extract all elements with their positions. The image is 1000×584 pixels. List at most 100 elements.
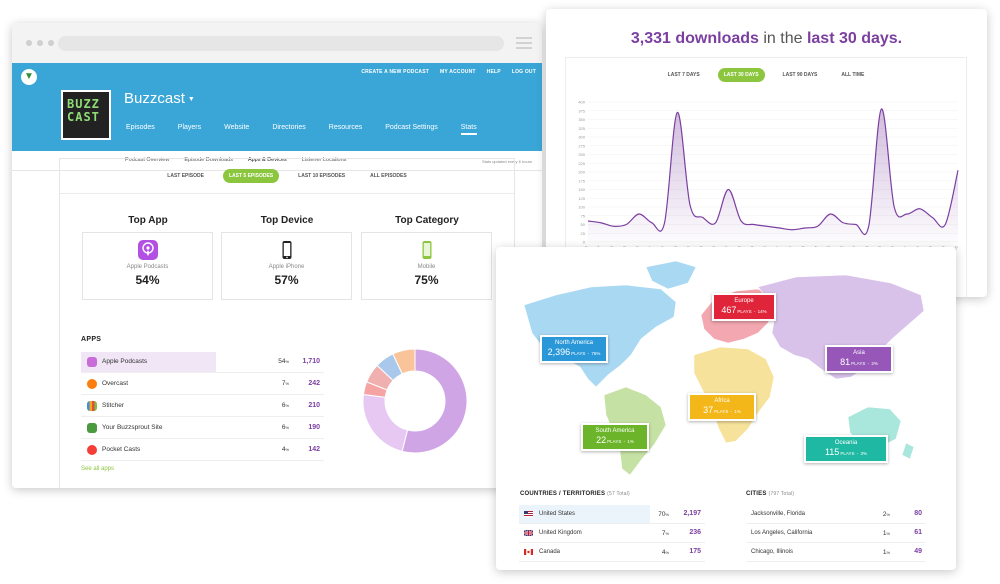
country-row[interactable]: United Kingdom 7% 236 bbox=[519, 524, 705, 543]
region-badge-oceania[interactable]: Oceania 115PLAYS - 3% bbox=[804, 435, 888, 463]
city-name: Los Angeles, California bbox=[751, 530, 813, 536]
top-category-card: Mobile 75% bbox=[361, 232, 492, 300]
region-badge-africa[interactable]: Africa 37PLAYS - 1% bbox=[688, 393, 756, 421]
city-pct: 2% bbox=[882, 511, 890, 518]
city-count: 80 bbox=[914, 510, 922, 517]
y-tick-label: 50 bbox=[581, 222, 586, 227]
y-tick-label: 375 bbox=[578, 108, 585, 113]
map-region-greenland[interactable] bbox=[645, 260, 697, 290]
app-row[interactable]: Your Buzzsprout Site 6% 190 bbox=[81, 418, 324, 439]
city-name: Jacksonville, Florida bbox=[751, 511, 806, 517]
app-pct: 6% bbox=[281, 424, 289, 431]
app-pct: 6% bbox=[281, 402, 289, 409]
tab-last-7-days[interactable]: LAST 7 DAYS bbox=[667, 72, 700, 78]
country-name: United States bbox=[539, 511, 576, 517]
y-tick-label: 200 bbox=[578, 170, 585, 175]
region-badge-south-america[interactable]: South America 22PLAYS - 1% bbox=[581, 423, 649, 451]
app-count: 242 bbox=[308, 380, 320, 387]
country-row[interactable]: United States 70% 2,197 bbox=[519, 505, 705, 524]
y-tick-label: 75 bbox=[581, 213, 586, 218]
tab-players[interactable]: Players bbox=[177, 124, 202, 131]
top-app-card: Apple Podcasts 54% bbox=[82, 232, 213, 300]
app-count: 190 bbox=[308, 424, 320, 431]
top-category-heading: Top Category bbox=[395, 215, 459, 226]
pocket-casts-icon bbox=[87, 445, 97, 455]
top-category-value: 75% bbox=[414, 273, 439, 287]
city-row[interactable]: Chicago, Illinois 1% 49 bbox=[746, 543, 926, 562]
account-nav: CREATE A NEW PODCAST MY ACCOUNT HELP LOG… bbox=[361, 69, 536, 75]
tab-resources[interactable]: Resources bbox=[328, 124, 363, 131]
episode-range-tabs: LAST EPISODE LAST 5 EPISODES LAST 10 EPI… bbox=[60, 159, 514, 194]
app-count: 1,710 bbox=[302, 358, 320, 365]
subnav-episode-downloads[interactable]: Episode Downloads bbox=[184, 157, 233, 163]
app-row[interactable]: Apple Podcasts 54% 1,710 bbox=[81, 352, 324, 373]
donut-slice-apple-podcasts[interactable] bbox=[401, 348, 468, 454]
top-category-label: Mobile bbox=[417, 264, 436, 270]
subnav-apps-devices[interactable]: Apps & Devices bbox=[247, 157, 287, 163]
city-count: 61 bbox=[914, 529, 922, 536]
iphone-icon bbox=[277, 240, 297, 260]
region-badge-asia[interactable]: Asia 81PLAYS - 2% bbox=[825, 345, 893, 373]
country-share-bar bbox=[519, 505, 650, 523]
podcast-cover-art: BUZZ CAST bbox=[61, 90, 111, 140]
help-link[interactable]: HELP bbox=[486, 69, 501, 75]
app-pct: 54% bbox=[278, 358, 289, 365]
podcasts-icon bbox=[137, 240, 158, 260]
app-share-bar bbox=[81, 352, 216, 372]
show-title[interactable]: Buzzcast ▼ bbox=[124, 90, 195, 107]
subnav-podcast-overview[interactable]: Podcast Overview bbox=[125, 157, 170, 163]
tab-all-time[interactable]: ALL TIME bbox=[841, 72, 865, 78]
y-tick-label: 175 bbox=[578, 178, 585, 183]
app-row[interactable]: Pocket Casts 4% 142 bbox=[81, 440, 324, 461]
tab-last-30-days[interactable]: LAST 30 DAYS bbox=[717, 68, 765, 82]
downloads-line bbox=[587, 108, 959, 235]
buzzsprout-logo-icon[interactable]: ▼ bbox=[21, 69, 37, 85]
region-badge-north-america[interactable]: North America 2,396PLAYS - 76% bbox=[540, 335, 608, 363]
menu-icon[interactable] bbox=[516, 37, 532, 52]
country-name: Canada bbox=[539, 549, 561, 555]
create-podcast-link[interactable]: CREATE A NEW PODCAST bbox=[361, 69, 430, 75]
app-name: Pocket Casts bbox=[102, 446, 141, 453]
country-name: United Kingdom bbox=[539, 530, 582, 536]
city-pct: 1% bbox=[882, 530, 890, 537]
app-row[interactable]: Overcast 7% 242 bbox=[81, 374, 324, 395]
city-name: Chicago, Illinois bbox=[751, 549, 794, 555]
country-pct: 4% bbox=[661, 549, 669, 556]
top-app-heading: Top App bbox=[128, 215, 168, 226]
subnav-listener-locations[interactable]: Listener Locations bbox=[301, 157, 347, 163]
y-tick-label: 325 bbox=[578, 126, 585, 131]
tab-all-episodes[interactable]: ALL EPISODES bbox=[370, 173, 407, 179]
tab-website[interactable]: Website bbox=[224, 124, 250, 131]
my-account-link[interactable]: MY ACCOUNT bbox=[440, 69, 476, 75]
tab-last-90-days[interactable]: LAST 90 DAYS bbox=[782, 72, 818, 78]
overcast-icon bbox=[87, 379, 97, 389]
see-all-apps-link[interactable]: See all apps bbox=[81, 466, 115, 472]
date-range-tabs: LAST 7 DAYS LAST 30 DAYS LAST 90 DAYS AL… bbox=[566, 68, 966, 82]
tab-last-5-episodes[interactable]: LAST 5 EPISODES bbox=[222, 169, 280, 183]
tab-stats[interactable]: Stats bbox=[460, 124, 477, 135]
stitcher-icon bbox=[87, 401, 97, 411]
chevron-down-icon[interactable]: ▼ bbox=[187, 95, 195, 103]
countries-heading: COUNTRIES / TERRITORIES (57 Total) bbox=[520, 491, 630, 497]
top-device-value: 57% bbox=[274, 273, 299, 287]
country-count: 175 bbox=[689, 548, 701, 555]
country-row[interactable]: Canada 4% 175 bbox=[519, 543, 705, 562]
logout-link[interactable]: LOG OUT bbox=[511, 69, 536, 75]
tab-last-10-episodes[interactable]: LAST 10 EPISODES bbox=[298, 173, 346, 179]
tab-directories[interactable]: Directories bbox=[272, 124, 306, 131]
region-badge-europe[interactable]: Europe 467PLAYS - 14% bbox=[712, 293, 776, 321]
app-name: Overcast bbox=[102, 380, 129, 387]
address-bar[interactable] bbox=[58, 36, 504, 51]
tab-podcast-settings[interactable]: Podcast Settings bbox=[385, 124, 438, 131]
app-row[interactable]: Stitcher 6% 210 bbox=[81, 396, 324, 417]
tab-last-episode[interactable]: LAST EPISODE bbox=[167, 173, 204, 179]
y-tick-label: 275 bbox=[578, 143, 585, 148]
browser-toolbar bbox=[12, 23, 542, 63]
tab-episodes[interactable]: Episodes bbox=[126, 124, 155, 131]
city-row[interactable]: Jacksonville, Florida 2% 80 bbox=[746, 505, 926, 524]
donut-slice-other[interactable] bbox=[362, 393, 409, 452]
y-tick-label: 125 bbox=[578, 196, 585, 201]
city-row[interactable]: Los Angeles, California 1% 61 bbox=[746, 524, 926, 543]
app-header: ▼ CREATE A NEW PODCAST MY ACCOUNT HELP L… bbox=[12, 63, 542, 151]
donut-slice-overcast[interactable] bbox=[392, 348, 416, 375]
